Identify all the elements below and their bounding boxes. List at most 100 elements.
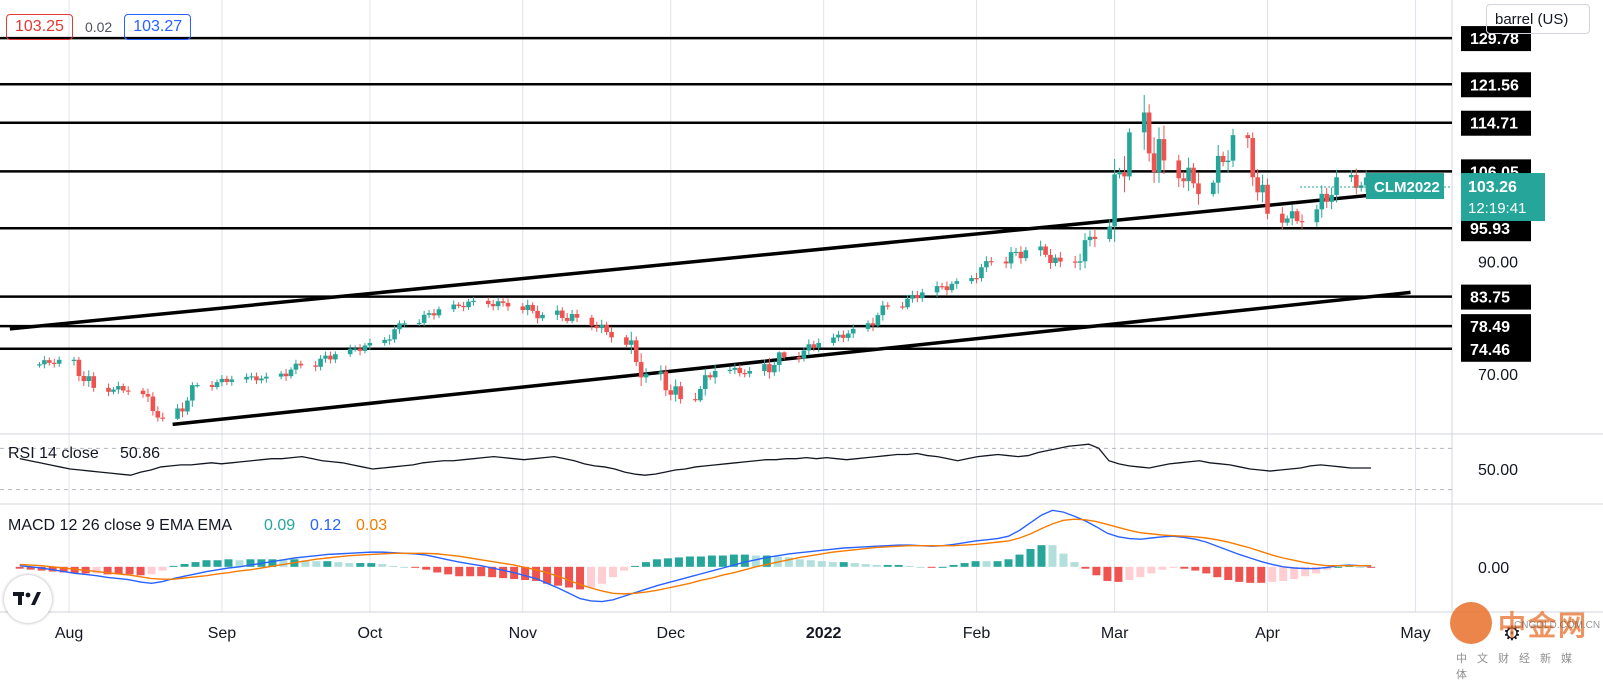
candle-body [1289,211,1295,219]
candle-body [505,302,511,307]
macd-histogram-bar [1367,566,1376,568]
macd-histogram-bar [1136,566,1145,578]
candle-body [737,367,743,374]
candle-body [1156,139,1162,173]
candle-body [811,344,817,348]
horizontal-levels[interactable]: 129.78121.56114.71106.0595.9383.7578.497… [0,26,1531,362]
macd-histogram-bar [817,561,826,567]
candle-body [900,306,905,308]
candle-body [71,359,77,361]
trendline [172,290,1411,427]
candle-body [451,304,457,310]
macd-histogram-bar [1235,566,1244,582]
time-axis[interactable]: Aug Sep Oct Nov Dec 2022 Feb Mar Apr May [55,625,1431,642]
bid-price[interactable]: 103.25 [6,14,73,40]
candle-body [333,354,338,360]
time-tick-label: Dec [657,625,685,642]
candle-body [1280,213,1285,223]
price-tick-label: 70.00 [1478,367,1518,384]
tradingview-logo-icon[interactable] [4,575,52,623]
price-axis[interactable]: 70.00 90.00 CLM2022 103.26 12:19:41 [1366,173,1545,384]
candle-body [1053,257,1058,264]
candle-body [1220,155,1226,163]
candle-body [954,281,960,284]
candle-body [1250,138,1256,178]
time-tick-label: 2022 [806,625,842,642]
candle-body [352,348,358,350]
candle-body [490,304,496,307]
macd-histogram-bar [565,566,574,588]
candle-body [106,387,111,392]
candle-body [919,292,925,299]
candle-body [796,356,802,359]
macd-histogram-bar [543,566,552,584]
macd-histogram-bar [488,566,497,578]
macd-histogram-bar [806,560,815,567]
macd-histogram-bar [279,559,288,567]
pane-labels: RSI 14 close 50.86 MACD 12 26 close 9 EMA … [8,445,1521,645]
candle-body [288,369,294,377]
candle-body [658,371,664,374]
macd-histogram-bar [378,564,387,567]
candle-body [915,294,920,299]
candle-body [194,385,200,387]
candle-body [116,386,121,390]
candle-body [949,283,955,291]
macd-histogram-bar [1081,566,1090,569]
candle-body [51,362,57,365]
macd-signal-value: 0.03 [356,517,387,534]
macd-histogram-bar [1279,566,1288,581]
rsi-value: 50.86 [120,445,160,462]
candle-body [1018,251,1024,259]
candle-body [466,301,471,308]
unit-selector[interactable]: barrel (US) [1486,4,1590,34]
macd-histogram-bar [1345,565,1354,567]
candle-body [214,382,220,387]
candle-body [1294,211,1300,222]
macd-histogram-bar [345,563,354,567]
macd-label: MACD 12 26 close 9 EMA EMA [8,517,232,534]
macd-histogram-bar [70,566,79,574]
price-tick-label: 90.00 [1478,255,1518,272]
time-tick-label: Sep [208,625,237,642]
macd-histogram-bar [444,566,453,575]
macd-histogram-bar [1070,562,1079,567]
macd-histogram-bar [784,557,793,567]
pane-separators [0,0,1603,613]
candle-body [1349,174,1354,178]
candle-body [456,304,461,306]
rsi-line [19,443,1372,476]
candle-body [313,365,318,367]
candle-body [461,305,466,308]
candle-body [387,339,392,341]
tv-mark-icon [13,592,41,605]
candle-body [1092,236,1098,240]
candle-body [1048,254,1053,264]
ask-price[interactable]: 103.27 [124,14,192,40]
macd-histogram-bar [1147,566,1156,574]
rsi-tick-label: 50.00 [1478,462,1518,479]
candle-body [816,342,822,348]
macd-histogram-bar [872,564,881,567]
candle-body [37,364,42,366]
level-label: 74.46 [1470,342,1510,359]
candle-body [638,362,644,378]
last-price-bg [1461,173,1545,222]
watermark-title: 中金网 [1498,609,1589,642]
macd-histogram-bar [125,566,134,575]
candle-body [431,313,437,316]
trendlines[interactable] [9,189,1411,427]
candle-body [1329,194,1334,202]
level-label-bg [1461,72,1531,98]
candle-body [111,389,116,392]
macd-histogram-bar [1103,566,1112,581]
macd-histogram-bar [1026,548,1035,567]
candle-body [663,371,669,391]
macd-histogram-bar [180,564,189,567]
time-tick-label: Oct [357,625,382,642]
candle-body [530,304,535,311]
candle-body [1161,139,1167,161]
candle-body [145,394,151,397]
candle-body [781,352,787,357]
